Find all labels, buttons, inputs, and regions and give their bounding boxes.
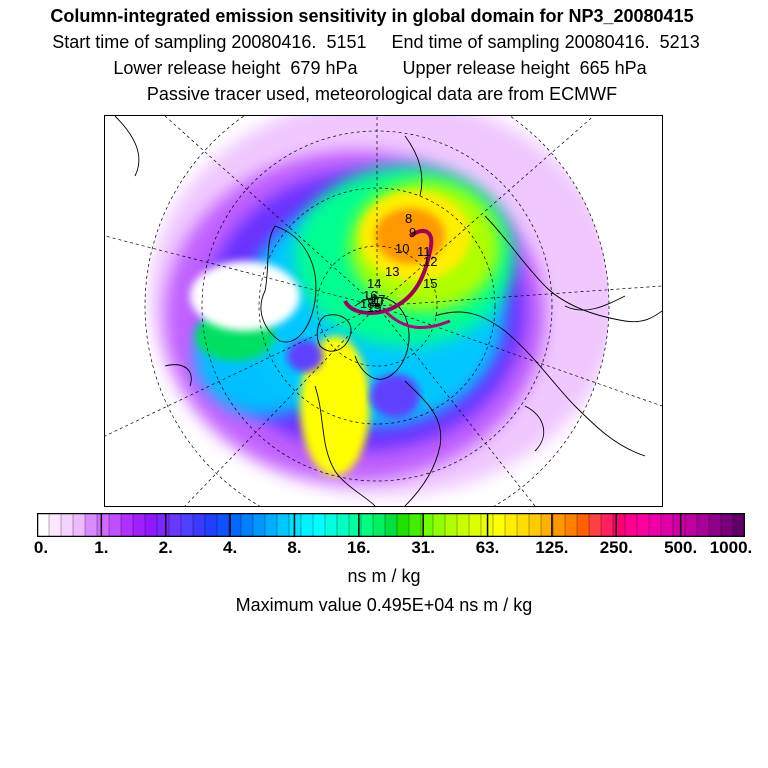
colorbar-cell [192,513,206,537]
colorbar-cell [624,513,638,537]
colorbar-cell [48,513,62,537]
colorbar-cell [660,513,674,537]
colorbar-cell [456,513,470,537]
track-time-labels: 8 9 10 11 12 13 14 15 16 17 18 19 20 [360,211,437,315]
colorbar-cell [360,513,374,537]
colorbar-tick-label: 250. [599,538,633,557]
colorbar-cell [348,513,362,537]
colorbar-tick-label: 8. [287,538,302,557]
track-label: 12 [423,254,437,269]
track-label: 20 [369,294,383,309]
colorbar-cell [180,513,194,537]
track-label: 13 [385,264,399,279]
colorbar-cell [108,513,122,537]
sampling-time-line: Start time of sampling 20080416. 5151 En… [52,32,700,52]
colorbar-cell [372,513,386,537]
colorbar-tick-label: 16. [346,538,371,557]
colorbar-cell [384,513,398,537]
colorbar-cell [720,513,734,537]
plot-title: Column-integrated emission sensitivity i… [50,6,694,26]
maximum-value-text: Maximum value 0.495E+04 ns m / kg [235,595,533,615]
flight-track [343,229,451,330]
track-label: 14 [367,276,381,291]
colorbar-cell [708,513,722,537]
sensitivity-field [150,116,609,496]
colorbar-tick-label: 0. [33,538,49,557]
colorbar-cell [648,513,662,537]
colorbar-tick-label: 4. [222,538,238,557]
colorbar-tick-label: 31. [411,538,435,557]
colorbar-cell [516,513,530,537]
colorbar-tick-label: 1000. [709,538,753,557]
release-height-line: Lower release height 679 hPa Upper relea… [113,58,647,78]
track-label: 11 [417,244,431,259]
colorbar-cell [408,513,422,537]
colorbar-cell [84,513,98,537]
colorbar-cell [96,513,110,537]
colorbar-cell [288,513,302,537]
colorbar-tick-label: 1. [94,538,109,557]
track-label: 9 [409,225,416,240]
colorbar-cell [684,513,698,537]
track-label: 8 [405,211,412,226]
colorbar-cell [144,513,158,537]
colorbar-cell [672,513,686,537]
colorbar-cell [396,513,410,537]
colorbar-cell [60,513,74,537]
colorbar-cell [600,513,614,537]
colorbar-cell [156,513,170,537]
colorbar-cell [324,513,338,537]
colorbar-cell [432,513,446,537]
colorbar-tick-label: 63. [475,538,500,557]
colorbar-cell [444,513,458,537]
track-label: 16 [363,288,377,303]
colorbar-cell [168,513,182,537]
tracer-info-line: Passive tracer used, meteorological data… [146,84,618,104]
colorbar-cell [636,513,650,537]
colorbar-cell [552,513,566,537]
colorbar-cell [504,513,518,537]
colorbar-cell [228,513,242,537]
colorbar-cell [696,513,710,537]
track-label: 10 [395,241,409,256]
colorbar-cell [492,513,506,537]
colorbar-cell [276,513,290,537]
track-label: 17 [371,292,385,307]
colorbar-cells [37,513,745,537]
colorbar-cell [252,513,266,537]
colorbar-cell [612,513,626,537]
colorbar-major-ticks [100,513,682,537]
colorbar-unit: ns m / kg [347,566,421,586]
track-label: 18 [360,296,374,311]
colorbar-cell [300,513,314,537]
colorbar-tick-label: 125. [535,538,569,557]
colorbar-cell [468,513,482,537]
colorbar-cell [132,513,146,537]
colorbar-cell [732,513,745,537]
colorbar-cell [564,513,578,537]
colorbar-cell [588,513,602,537]
colorbar-cell [37,513,50,537]
colorbar-cell [240,513,254,537]
colorbar [37,513,745,537]
track-label: 15 [423,276,437,291]
colorbar-cell [576,513,590,537]
colorbar-cell [336,513,350,537]
colorbar-cell [120,513,134,537]
colorbar-tick-label: 2. [158,538,173,557]
track-label: 19 [367,300,381,315]
colorbar-cell [264,513,278,537]
emission-sensitivity-map: 8 9 10 11 12 13 14 15 16 17 18 19 20 [104,115,663,507]
colorbar-cell [528,513,542,537]
map-svg: 8 9 10 11 12 13 14 15 16 17 18 19 20 [105,116,662,506]
graticule [105,116,662,506]
colorbar-cell [204,513,218,537]
colorbar-tick-label: 500. [664,538,698,557]
colorbar-cell [216,513,230,537]
colorbar-cell [312,513,326,537]
coastlines [114,116,662,506]
colorbar-cell [72,513,86,537]
